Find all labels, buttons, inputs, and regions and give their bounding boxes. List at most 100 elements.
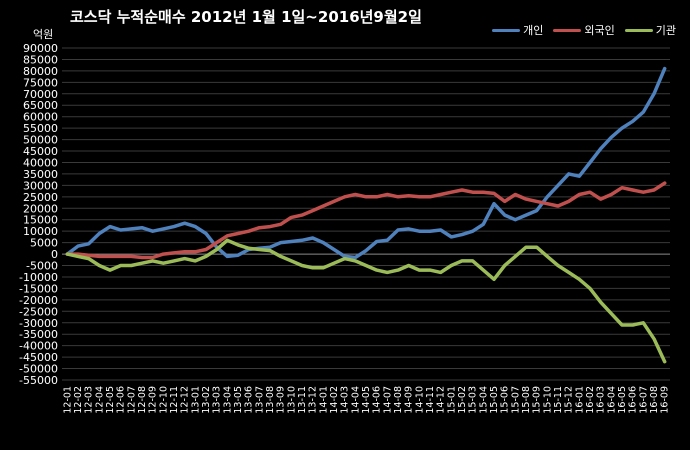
x-tick-label: 14-09 <box>404 386 415 414</box>
legend-swatch-foreign <box>553 28 582 32</box>
x-tick-label: 14-06 <box>372 386 383 414</box>
x-tick-label: 12-05 <box>105 386 116 414</box>
x-tick-label: 12-08 <box>137 386 148 414</box>
y-tick-label: -55000 <box>19 374 58 387</box>
x-tick-label: 16-04 <box>606 386 617 414</box>
x-tick-label: 12-09 <box>148 386 159 414</box>
x-tick-label: 16-09 <box>660 386 671 414</box>
x-tick-label: 15-12 <box>564 386 575 414</box>
gridlines <box>62 47 670 381</box>
y-tick-label: 50000 <box>23 134 58 147</box>
x-tick-label: 13-08 <box>265 386 276 414</box>
series-line-institution <box>65 238 667 364</box>
x-tick-label: 13-02 <box>201 386 212 414</box>
y-tick-label: 0 <box>51 248 58 261</box>
y-tick-label: 90000 <box>23 42 58 55</box>
y-tick-label: 65000 <box>23 99 58 112</box>
x-tick-label: 16-02 <box>585 386 596 414</box>
y-tick-label: 40000 <box>23 156 58 169</box>
y-tick-label: -5000 <box>26 260 58 273</box>
x-tick-label: 12-07 <box>126 386 137 414</box>
x-tick-label: 13-03 <box>212 386 223 414</box>
legend-item-institution: 기관 <box>624 22 676 38</box>
x-tick-label: 13-09 <box>276 386 287 414</box>
x-tick-label: 14-07 <box>382 386 393 414</box>
x-tick-label: 15-07 <box>510 386 521 414</box>
series-lines <box>65 66 667 364</box>
x-tick-label: 13-04 <box>222 386 233 414</box>
x-tick-label: 12-01 <box>62 386 73 414</box>
x-tick-label: 12-11 <box>169 386 180 414</box>
x-tick-label: 13-11 <box>297 386 308 414</box>
x-tick-label: 12-06 <box>116 386 127 414</box>
x-tick-label: 14-05 <box>361 386 372 414</box>
y-tick-label: 60000 <box>23 111 58 124</box>
x-tick-label: 16-07 <box>638 386 649 414</box>
y-tick-label: -35000 <box>19 328 58 341</box>
x-tick-label: 14-04 <box>350 386 361 414</box>
x-tick-label: 13-10 <box>286 386 297 414</box>
x-tick-label: 16-03 <box>596 386 607 414</box>
x-tick-label: 13-12 <box>308 386 319 414</box>
x-tick-label: 14-01 <box>318 386 329 414</box>
legend-label-retail: 개인 <box>523 24 544 37</box>
x-tick-label: 15-03 <box>468 386 479 414</box>
x-tick-label: 15-05 <box>489 386 500 414</box>
y-tick-label: -20000 <box>19 294 58 307</box>
y-tick-label: -30000 <box>19 317 58 330</box>
chart-title: 코스닥 누적순매수 2012년 1월 1일~2016년9월2일 <box>70 8 422 26</box>
x-tick-label: 12-10 <box>158 386 169 414</box>
series-line-retail <box>65 66 667 260</box>
y-tick-label: 55000 <box>23 122 58 135</box>
x-tick-label: 15-06 <box>500 386 511 414</box>
y-axis-ticks: -55000 -50000 -45000-40000-35000-30000-250… <box>19 42 58 387</box>
y-tick-label: 70000 <box>23 88 58 101</box>
y-tick-label: 20000 <box>23 202 58 215</box>
y-tick-label: 5000 <box>30 237 58 250</box>
y-tick-label: -25000 <box>19 305 58 318</box>
x-tick-label: 12-02 <box>73 386 84 414</box>
legend-item-foreign: 외국인 <box>553 22 615 38</box>
x-tick-label: 14-02 <box>329 386 340 414</box>
x-tick-label: 14-08 <box>393 386 404 414</box>
y-tick-label: -10000 <box>19 271 58 284</box>
x-tick-label: 15-09 <box>532 386 543 414</box>
x-tick-label: 16-05 <box>617 386 628 414</box>
series-line-foreign <box>65 181 667 260</box>
legend-swatch-institution <box>624 28 653 32</box>
y-axis-unit: 억원 <box>33 28 54 41</box>
x-tick-label: 13-07 <box>254 386 265 414</box>
y-tick-label: -15000 <box>19 282 58 295</box>
y-tick-label: 75000 <box>23 76 58 89</box>
x-tick-label: 16-01 <box>574 386 585 414</box>
x-tick-label: 14-11 <box>425 386 436 414</box>
y-tick-label: 25000 <box>23 191 58 204</box>
x-tick-label: 15-10 <box>542 386 553 414</box>
x-tick-label: 13-05 <box>233 386 244 414</box>
x-tick-label: 14-12 <box>436 386 447 414</box>
x-tick-label: 16-06 <box>628 386 639 414</box>
y-tick-label: 35000 <box>23 168 58 181</box>
x-tick-label: 16-08 <box>649 386 660 414</box>
y-tick-label: -45000 <box>19 351 58 364</box>
y-tick-label: 80000 <box>23 65 58 78</box>
x-tick-label: 15-08 <box>521 386 532 414</box>
x-tick-label: 13-06 <box>244 386 255 414</box>
legend-label-institution: 기관 <box>655 24 676 37</box>
x-tick-label: 14-03 <box>340 386 351 414</box>
y-tick-label: -40000 <box>19 340 58 353</box>
x-tick-label: 14-10 <box>414 386 425 414</box>
x-tick-label: 15-02 <box>457 386 468 414</box>
x-tick-label: 15-11 <box>553 386 564 414</box>
y-tick-label: 10000 <box>23 225 58 238</box>
legend: 개인 외국인 기관 <box>492 22 676 38</box>
x-tick-label: 12-04 <box>94 386 105 414</box>
legend-label-foreign: 외국인 <box>584 24 615 37</box>
x-axis-ticks: 12-01 12-02 12-03 12-04 12-05 12-06 12-07 12-08… <box>62 386 670 414</box>
y-tick-label: 85000 <box>23 53 58 66</box>
x-tick-label: 15-04 <box>478 386 489 414</box>
y-tick-label: 45000 <box>23 145 58 158</box>
legend-swatch-retail <box>492 28 521 32</box>
x-tick-label: 15-01 <box>446 386 457 414</box>
